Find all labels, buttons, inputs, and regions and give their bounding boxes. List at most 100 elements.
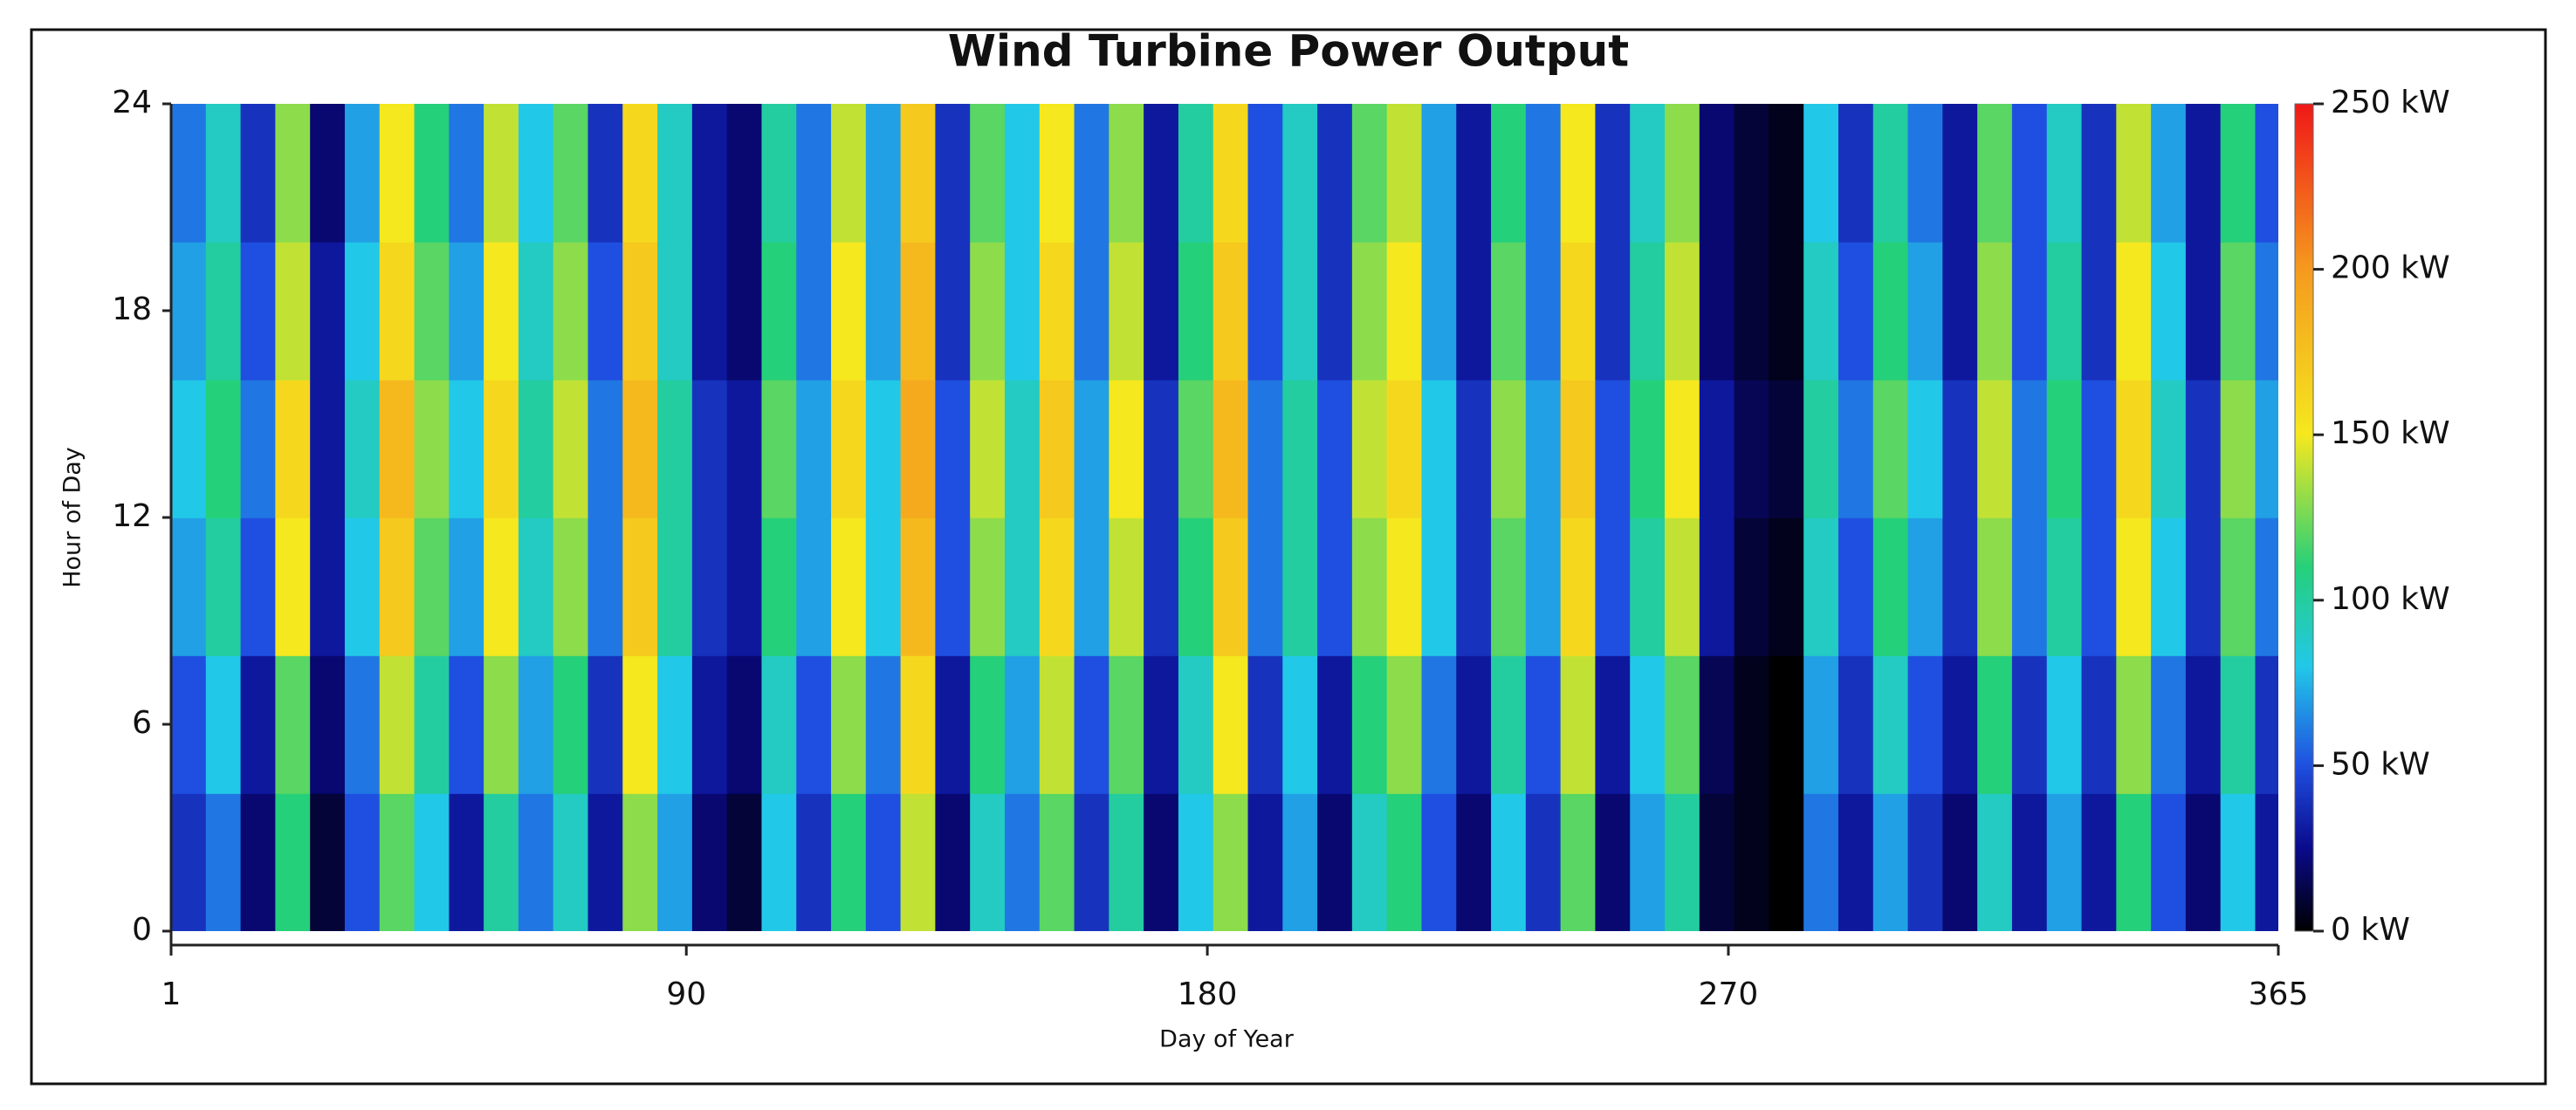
heatmap-cell <box>1560 655 1597 794</box>
heatmap-cell <box>275 655 311 794</box>
heatmap-cell <box>1386 655 1423 794</box>
heatmap-cell <box>379 242 416 380</box>
heatmap-cell <box>275 793 311 931</box>
heatmap-cell <box>1074 104 1110 243</box>
heatmap-cell <box>275 517 311 656</box>
heatmap-cell <box>1247 793 1284 931</box>
heatmap-cell <box>1907 104 1944 243</box>
heatmap-cell <box>1144 242 1179 380</box>
heatmap-cell <box>1525 517 1562 656</box>
heatmap-cell <box>1699 655 1735 794</box>
heatmap-cell <box>240 793 277 931</box>
heatmap-cell <box>2220 242 2257 380</box>
heatmap-cell <box>344 517 381 656</box>
heatmap-cell <box>1386 793 1423 931</box>
heatmap-cell <box>2185 655 2222 794</box>
heatmap-cell <box>1247 380 1284 518</box>
heatmap-cell <box>796 104 832 243</box>
heatmap-cell <box>1282 242 1318 380</box>
heatmap-cell <box>1630 793 1666 931</box>
heatmap-cell <box>2185 517 2222 656</box>
heatmap-cell <box>1734 380 1770 518</box>
heatmap-cell <box>900 380 937 518</box>
x-tick-label: 90 <box>666 976 706 1012</box>
heatmap-cell <box>1560 517 1597 656</box>
heatmap-cell <box>1942 104 1978 243</box>
heatmap-cell <box>518 517 554 656</box>
heatmap-cell <box>2220 517 2257 656</box>
heatmap-cell <box>2185 793 2222 931</box>
heatmap-cell <box>1109 793 1144 931</box>
heatmap-cell <box>344 242 381 380</box>
y-axis-label: Hour of Day <box>59 447 86 588</box>
heatmap-cell <box>657 793 693 931</box>
heatmap-cell <box>2220 793 2257 931</box>
heatmap-cell <box>518 242 554 380</box>
heatmap-cell <box>1491 793 1527 931</box>
heatmap-cell <box>2011 104 2048 243</box>
heatmap-cell <box>1595 104 1631 243</box>
heatmap-cell <box>865 380 902 518</box>
heatmap-cell <box>449 655 484 794</box>
heatmap-cell <box>1699 793 1735 931</box>
heatmap-cell <box>449 517 484 656</box>
heatmap-cell <box>275 242 311 380</box>
heatmap-cell <box>1074 655 1110 794</box>
heatmap-cell <box>414 517 450 656</box>
heatmap-cell <box>1004 793 1041 931</box>
heatmap-cell <box>1074 793 1110 931</box>
heatmap-cell <box>1977 793 2013 931</box>
y-tick-label: 18 <box>112 291 152 327</box>
heatmap-cell <box>310 104 346 243</box>
heatmap-cell <box>1351 655 1388 794</box>
colorbar <box>2294 103 2314 932</box>
heatmap-cell <box>484 242 519 380</box>
heatmap-cell <box>553 380 589 518</box>
heatmap-cell <box>310 380 346 518</box>
heatmap-cell <box>1872 517 1909 656</box>
heatmap-cell <box>1421 517 1458 656</box>
heatmap-cell <box>1734 655 1770 794</box>
heatmap-cell <box>1560 793 1597 931</box>
heatmap-cell <box>796 517 832 656</box>
heatmap-cell <box>761 104 798 243</box>
heatmap-cell <box>1282 793 1318 931</box>
heatmap-cell <box>414 242 450 380</box>
heatmap-cell <box>205 793 242 931</box>
heatmap-cell <box>1039 517 1075 656</box>
heatmap-cell <box>726 104 763 243</box>
heatmap-cell <box>1872 380 1909 518</box>
heatmap-cell <box>1838 242 1874 380</box>
heatmap-cell <box>761 655 798 794</box>
heatmap-cell <box>1595 655 1631 794</box>
heatmap-cell <box>2151 517 2187 656</box>
heatmap-cell <box>587 655 624 794</box>
heatmap-cell <box>553 242 589 380</box>
heatmap-cell <box>171 793 207 931</box>
heatmap-cell <box>310 517 346 656</box>
heatmap-cell <box>1386 380 1423 518</box>
heatmap-cell <box>1942 380 1978 518</box>
heatmap-cell <box>2151 104 2187 243</box>
heatmap-cell <box>1317 655 1353 794</box>
heatmap-cell <box>240 380 277 518</box>
heatmap-cell <box>900 517 937 656</box>
heatmap-cell <box>1386 104 1423 243</box>
heatmap-cell <box>2255 793 2278 931</box>
heatmap-cell <box>1039 655 1075 794</box>
heatmap-cell <box>1491 517 1527 656</box>
heatmap-cell <box>518 104 554 243</box>
heatmap-cell <box>344 380 381 518</box>
heatmap-cell <box>2046 380 2083 518</box>
heatmap-cell <box>205 104 242 243</box>
heatmap-cell <box>1699 517 1735 656</box>
colorbar-tick-label: 250 kW <box>2331 85 2450 120</box>
heatmap-cell <box>831 793 867 931</box>
heatmap-cell <box>1630 104 1666 243</box>
heatmap-cell <box>1351 242 1388 380</box>
heatmap-cell <box>2255 655 2278 794</box>
heatmap-cell <box>1247 517 1284 656</box>
heatmap-cell <box>935 242 971 380</box>
heatmap-cell <box>1039 242 1075 380</box>
heatmap-cell <box>1351 380 1388 518</box>
